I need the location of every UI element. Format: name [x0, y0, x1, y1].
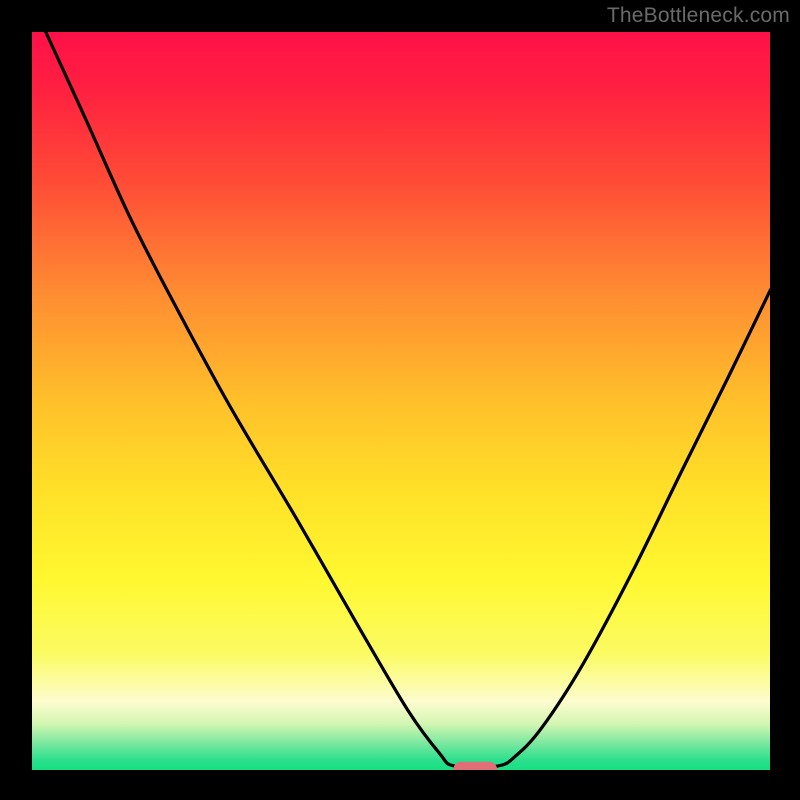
bottleneck-curve-chart: [0, 0, 800, 800]
chart-frame: TheBottleneck.com: [0, 0, 800, 800]
watermark-text: TheBottleneck.com: [607, 4, 790, 28]
gradient-background: [30, 30, 772, 772]
optimal-point-marker: [453, 762, 497, 778]
